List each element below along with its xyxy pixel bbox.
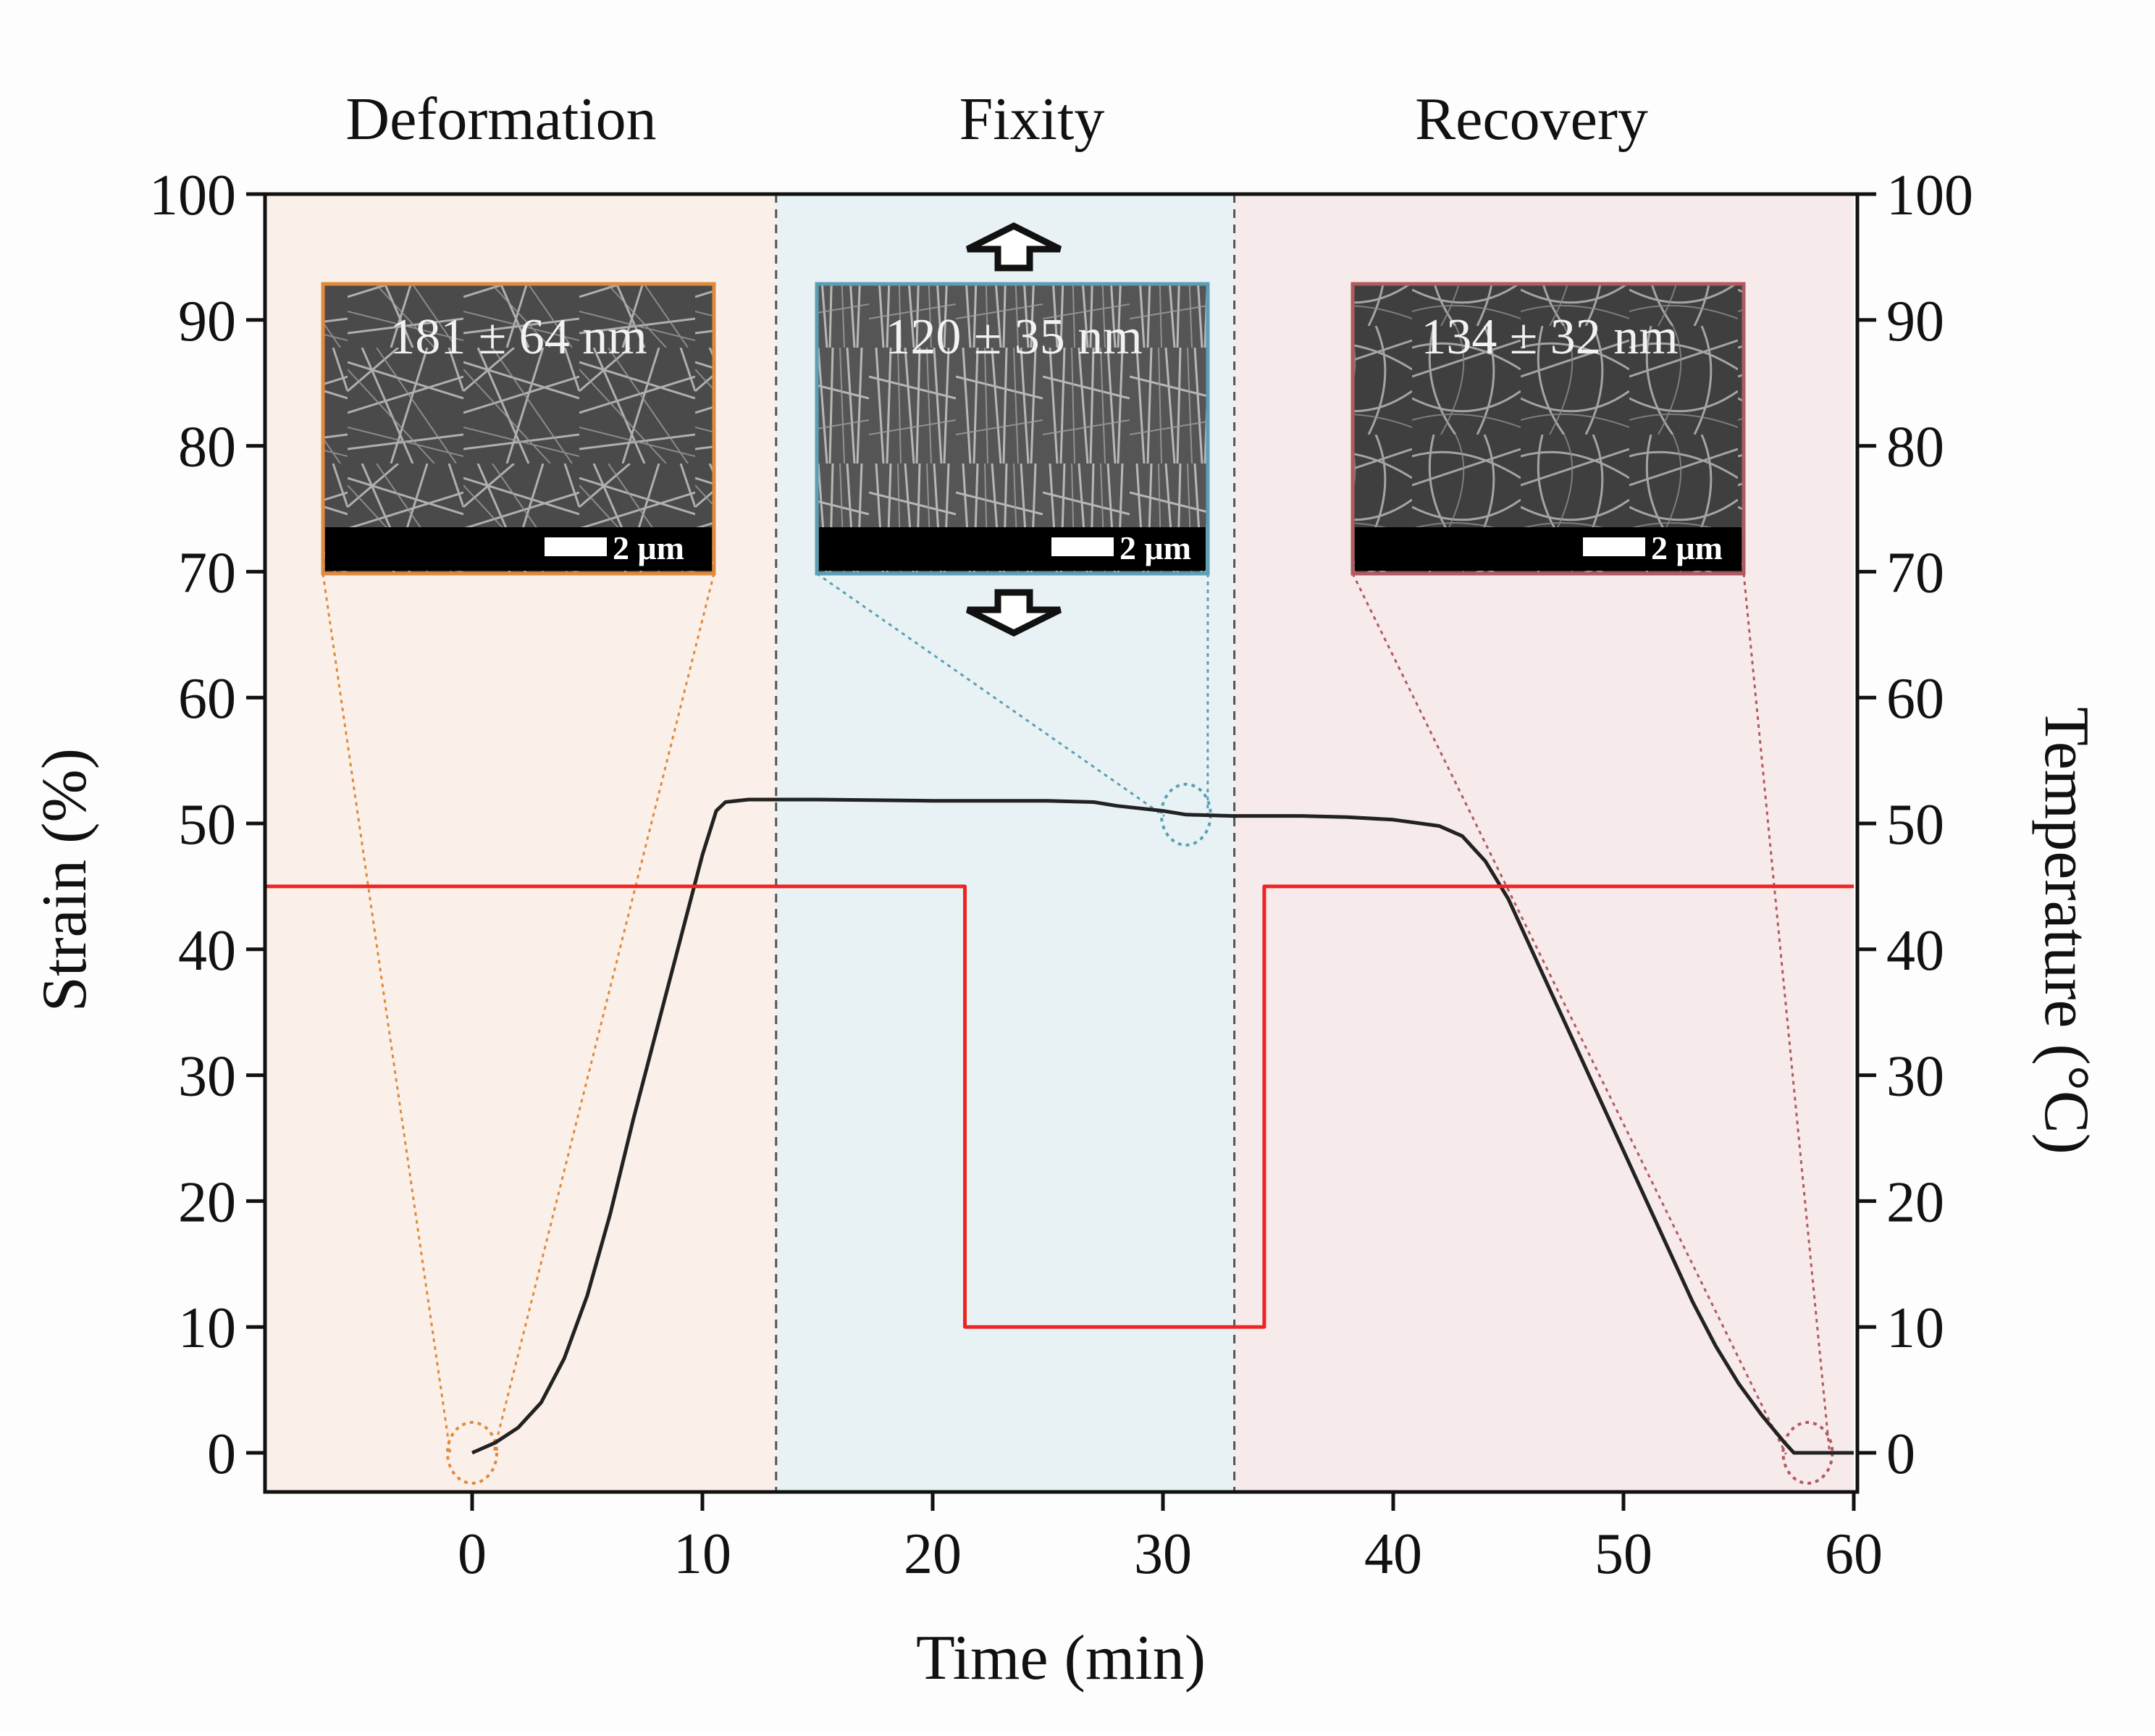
y-left-tick-label: 80 (178, 416, 236, 479)
y-right-tick-label: 20 (1886, 1170, 1944, 1234)
scale-label: 2 μm (1119, 529, 1191, 566)
x-axis-label: Time (min) (916, 1623, 1206, 1693)
phase-title-fixity: Fixity (959, 85, 1105, 153)
y-right-tick-label: 30 (1886, 1045, 1944, 1109)
scale-bar (1583, 537, 1645, 556)
y-right-tick-label: 50 (1886, 793, 1944, 857)
x-tick-label: 0 (458, 1522, 487, 1586)
y-right-tick-label: 70 (1886, 541, 1944, 605)
scale-bar (1051, 537, 1114, 556)
x-tick-label: 40 (1364, 1522, 1422, 1586)
y-left-tick-label: 60 (178, 667, 236, 731)
y-left-tick-label: 0 (207, 1422, 236, 1486)
inset-image-recovery: 2 μm 134 ± 32 nm (1353, 284, 1744, 574)
y-left-tick-label: 100 (149, 164, 236, 227)
y-left-tick-label: 70 (178, 541, 236, 605)
y-right-tick-label: 0 (1886, 1422, 1915, 1486)
x-tick-label: 10 (673, 1522, 731, 1586)
y-right-tick-label: 10 (1886, 1296, 1944, 1360)
x-tick-label: 20 (904, 1522, 962, 1586)
x-tick-label: 60 (1825, 1522, 1883, 1586)
x-tick-label: 50 (1595, 1522, 1652, 1586)
inset-image-deformation: 2 μm 181 ± 64 nm (323, 284, 714, 574)
y-left-tick-label: 30 (178, 1045, 236, 1109)
fiber-diameter-label: 134 ± 32 nm (1421, 309, 1678, 365)
y-right-tick-label: 60 (1886, 667, 1944, 731)
y-right-tick-label: 40 (1886, 919, 1944, 983)
y-axis-left-label: Strain (%) (30, 748, 100, 1012)
y-left-tick-label: 40 (178, 919, 236, 983)
fiber-diameter-label: 120 ± 35 nm (885, 309, 1142, 365)
scale-bar (545, 537, 607, 556)
y-left-tick-label: 20 (178, 1170, 236, 1234)
y-left-tick-label: 50 (178, 793, 236, 857)
y-left-tick-label: 10 (178, 1296, 236, 1360)
y-left-tick-label: 90 (178, 290, 236, 353)
inset-image-fixity: 2 μm 120 ± 35 nm (817, 284, 1208, 574)
y-axis-right-label: Temperature (°C) (2031, 707, 2101, 1154)
x-tick-label: 30 (1134, 1522, 1192, 1586)
scale-label: 2 μm (1651, 529, 1723, 566)
y-right-tick-label: 90 (1886, 290, 1944, 353)
phase-title-deformation: Deformation (345, 85, 656, 153)
y-right-tick-label: 100 (1886, 164, 1973, 227)
phase-title-recovery: Recovery (1415, 85, 1648, 153)
y-right-tick-label: 80 (1886, 416, 1944, 479)
scale-label: 2 μm (613, 529, 684, 566)
fiber-diameter-label: 181 ± 64 nm (390, 309, 647, 365)
